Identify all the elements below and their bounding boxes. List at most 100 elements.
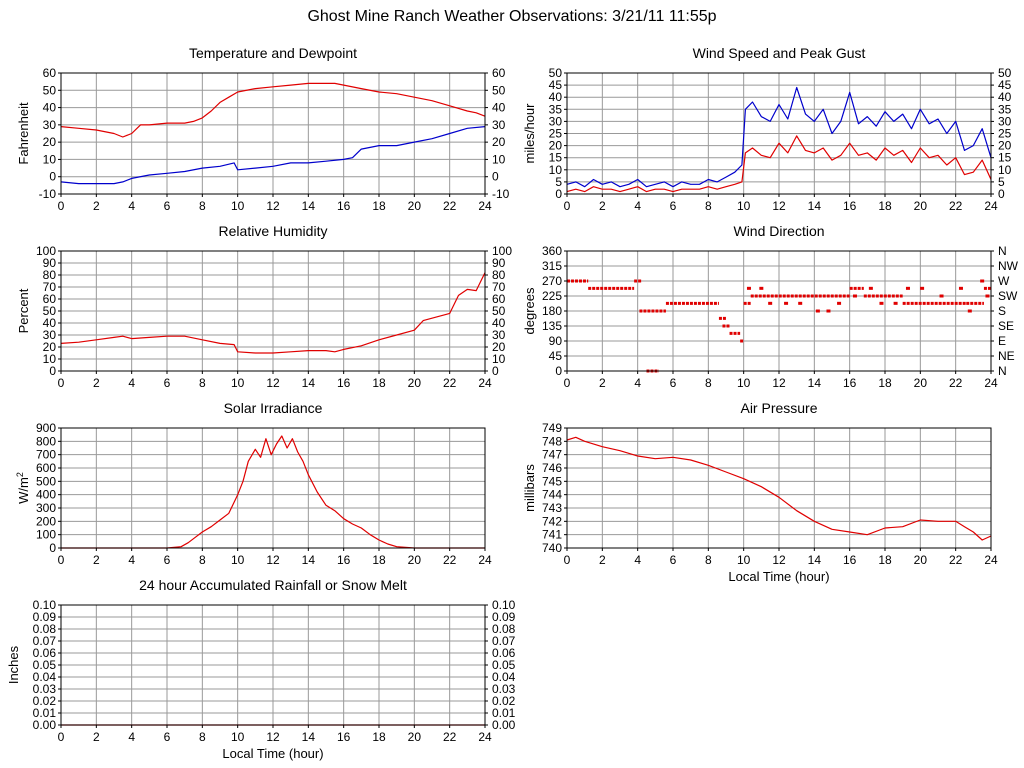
x-tick-label: 2 — [93, 553, 100, 567]
right-y-tick-label: E — [998, 334, 1006, 348]
x-tick-label: 10 — [737, 199, 751, 213]
y-tick-label: 40 — [43, 101, 57, 115]
x-tick-label: 16 — [843, 376, 857, 390]
y-tick-label: 180 — [542, 304, 562, 318]
y-tick-label: 747 — [542, 448, 562, 462]
chart-title: Air Pressure — [740, 400, 817, 416]
x-tick-label: 8 — [705, 376, 712, 390]
x-tick-label: 24 — [984, 553, 998, 567]
x-tick-label: 14 — [302, 553, 316, 567]
x-tick-label: 22 — [443, 376, 457, 390]
right-y-tick-label: SW — [998, 289, 1018, 303]
chart-rain: 0 2 4 6 8 10 12 14 16 18 20 22 240.000.010.020.030.0… — [6, 577, 516, 761]
right-y-tick-label: 50 — [492, 304, 506, 318]
x-tick-label: 8 — [199, 553, 206, 567]
direction-point — [798, 301, 803, 305]
right-y-tick-label: 0.08 — [492, 622, 516, 636]
x-tick-label: 2 — [93, 376, 100, 390]
x-tick-label: 0 — [564, 376, 571, 390]
direction-point — [967, 309, 972, 313]
right-y-tick-label: 0.09 — [492, 610, 516, 624]
x-tick-label: 8 — [199, 199, 206, 213]
right-y-tick-label: 70 — [492, 280, 506, 294]
y-tick-label: 30 — [549, 114, 563, 128]
x-tick-label: 6 — [670, 553, 677, 567]
y-tick-label: 0.09 — [33, 610, 57, 624]
x-tick-label: 2 — [93, 730, 100, 744]
x-tick-label: 12 — [772, 553, 786, 567]
y-tick-label: 0 — [49, 541, 56, 555]
direction-point — [746, 286, 751, 290]
x-tick-label: 22 — [443, 553, 457, 567]
x-tick-label: 20 — [408, 730, 422, 744]
x-tick-label: 20 — [914, 199, 928, 213]
right-y-tick-label: S — [998, 304, 1006, 318]
right-y-tick-label: N — [998, 364, 1007, 378]
direction-point — [784, 301, 789, 305]
x-tick-label: 10 — [737, 376, 751, 390]
right-y-tick-label: 0.01 — [492, 706, 516, 720]
y-tick-label: 700 — [36, 448, 56, 462]
y-tick-label: 300 — [36, 501, 56, 515]
x-tick-label: 8 — [199, 730, 206, 744]
y-tick-label: -10 — [39, 187, 57, 201]
x-tick-label: 16 — [337, 553, 351, 567]
y-tick-label: 0.08 — [33, 622, 57, 636]
y-tick-label: 0.05 — [33, 658, 57, 672]
series-line-peak-gust — [566, 86, 992, 188]
y-tick-label: 35 — [549, 102, 563, 116]
x-tick-label: 18 — [372, 376, 386, 390]
right-y-tick-label: 30 — [998, 114, 1012, 128]
x-tick-label: 10 — [231, 199, 245, 213]
x-tick-label: 20 — [408, 553, 422, 567]
direction-point — [826, 309, 831, 313]
x-tick-label: 8 — [199, 376, 206, 390]
y-tick-label: 744 — [542, 488, 562, 502]
x-tick-label: 8 — [705, 199, 712, 213]
x-tick-label: 10 — [231, 376, 245, 390]
direction-point — [920, 286, 925, 290]
x-tick-label: 14 — [302, 376, 316, 390]
chart-wdir: 0 2 4 6 8 10 12 14 16 18 20 22 240459013518022527031… — [522, 223, 1019, 390]
right-y-tick-label: 80 — [492, 268, 506, 282]
right-y-tick-label: 10 — [998, 163, 1012, 177]
x-tick-label: 16 — [843, 553, 857, 567]
right-y-tick-label: 0 — [998, 187, 1005, 201]
x-tick-label: 16 — [337, 730, 351, 744]
x-tick-label: 2 — [599, 199, 606, 213]
right-y-tick-label: 40 — [492, 316, 506, 330]
right-y-tick-label: 0.04 — [492, 670, 516, 684]
y-tick-label: 100 — [36, 528, 56, 542]
y-tick-label: 740 — [542, 541, 562, 555]
direction-point — [852, 294, 857, 298]
right-y-tick-label: N — [998, 244, 1007, 258]
y-tick-label: 0 — [49, 364, 56, 378]
y-tick-label: 30 — [43, 328, 57, 342]
chart-title: Solar Irradiance — [224, 400, 323, 416]
x-tick-label: 0 — [58, 730, 65, 744]
x-tick-label: 16 — [337, 199, 351, 213]
direction-point — [958, 286, 963, 290]
x-tick-label: 6 — [670, 376, 677, 390]
y-tick-label: 60 — [43, 292, 57, 306]
right-y-tick-label: 35 — [998, 102, 1012, 116]
y-tick-label: 315 — [542, 259, 562, 273]
x-tick-label: 12 — [266, 553, 280, 567]
y-tick-label: 50 — [549, 66, 563, 80]
y-tick-label: 0.07 — [33, 634, 57, 648]
right-y-tick-label: 0 — [492, 364, 499, 378]
series-line-solar-irradiance — [61, 435, 485, 549]
x-tick-label: 8 — [705, 553, 712, 567]
right-y-tick-label: 30 — [492, 328, 506, 342]
y-tick-label: 25 — [549, 127, 563, 141]
x-tick-label: 6 — [164, 730, 171, 744]
x-tick-label: 6 — [164, 376, 171, 390]
x-tick-label: 0 — [58, 376, 65, 390]
x-tick-label: 22 — [443, 730, 457, 744]
x-tick-label: 14 — [808, 199, 822, 213]
y-tick-label: 746 — [542, 461, 562, 475]
right-y-tick-label: 50 — [998, 66, 1012, 80]
chart-rh: 0 2 4 6 8 10 12 14 16 18 20 22 240102030405060708090… — [16, 223, 512, 390]
x-tick-label: 4 — [634, 553, 641, 567]
y-tick-label: 200 — [36, 514, 56, 528]
